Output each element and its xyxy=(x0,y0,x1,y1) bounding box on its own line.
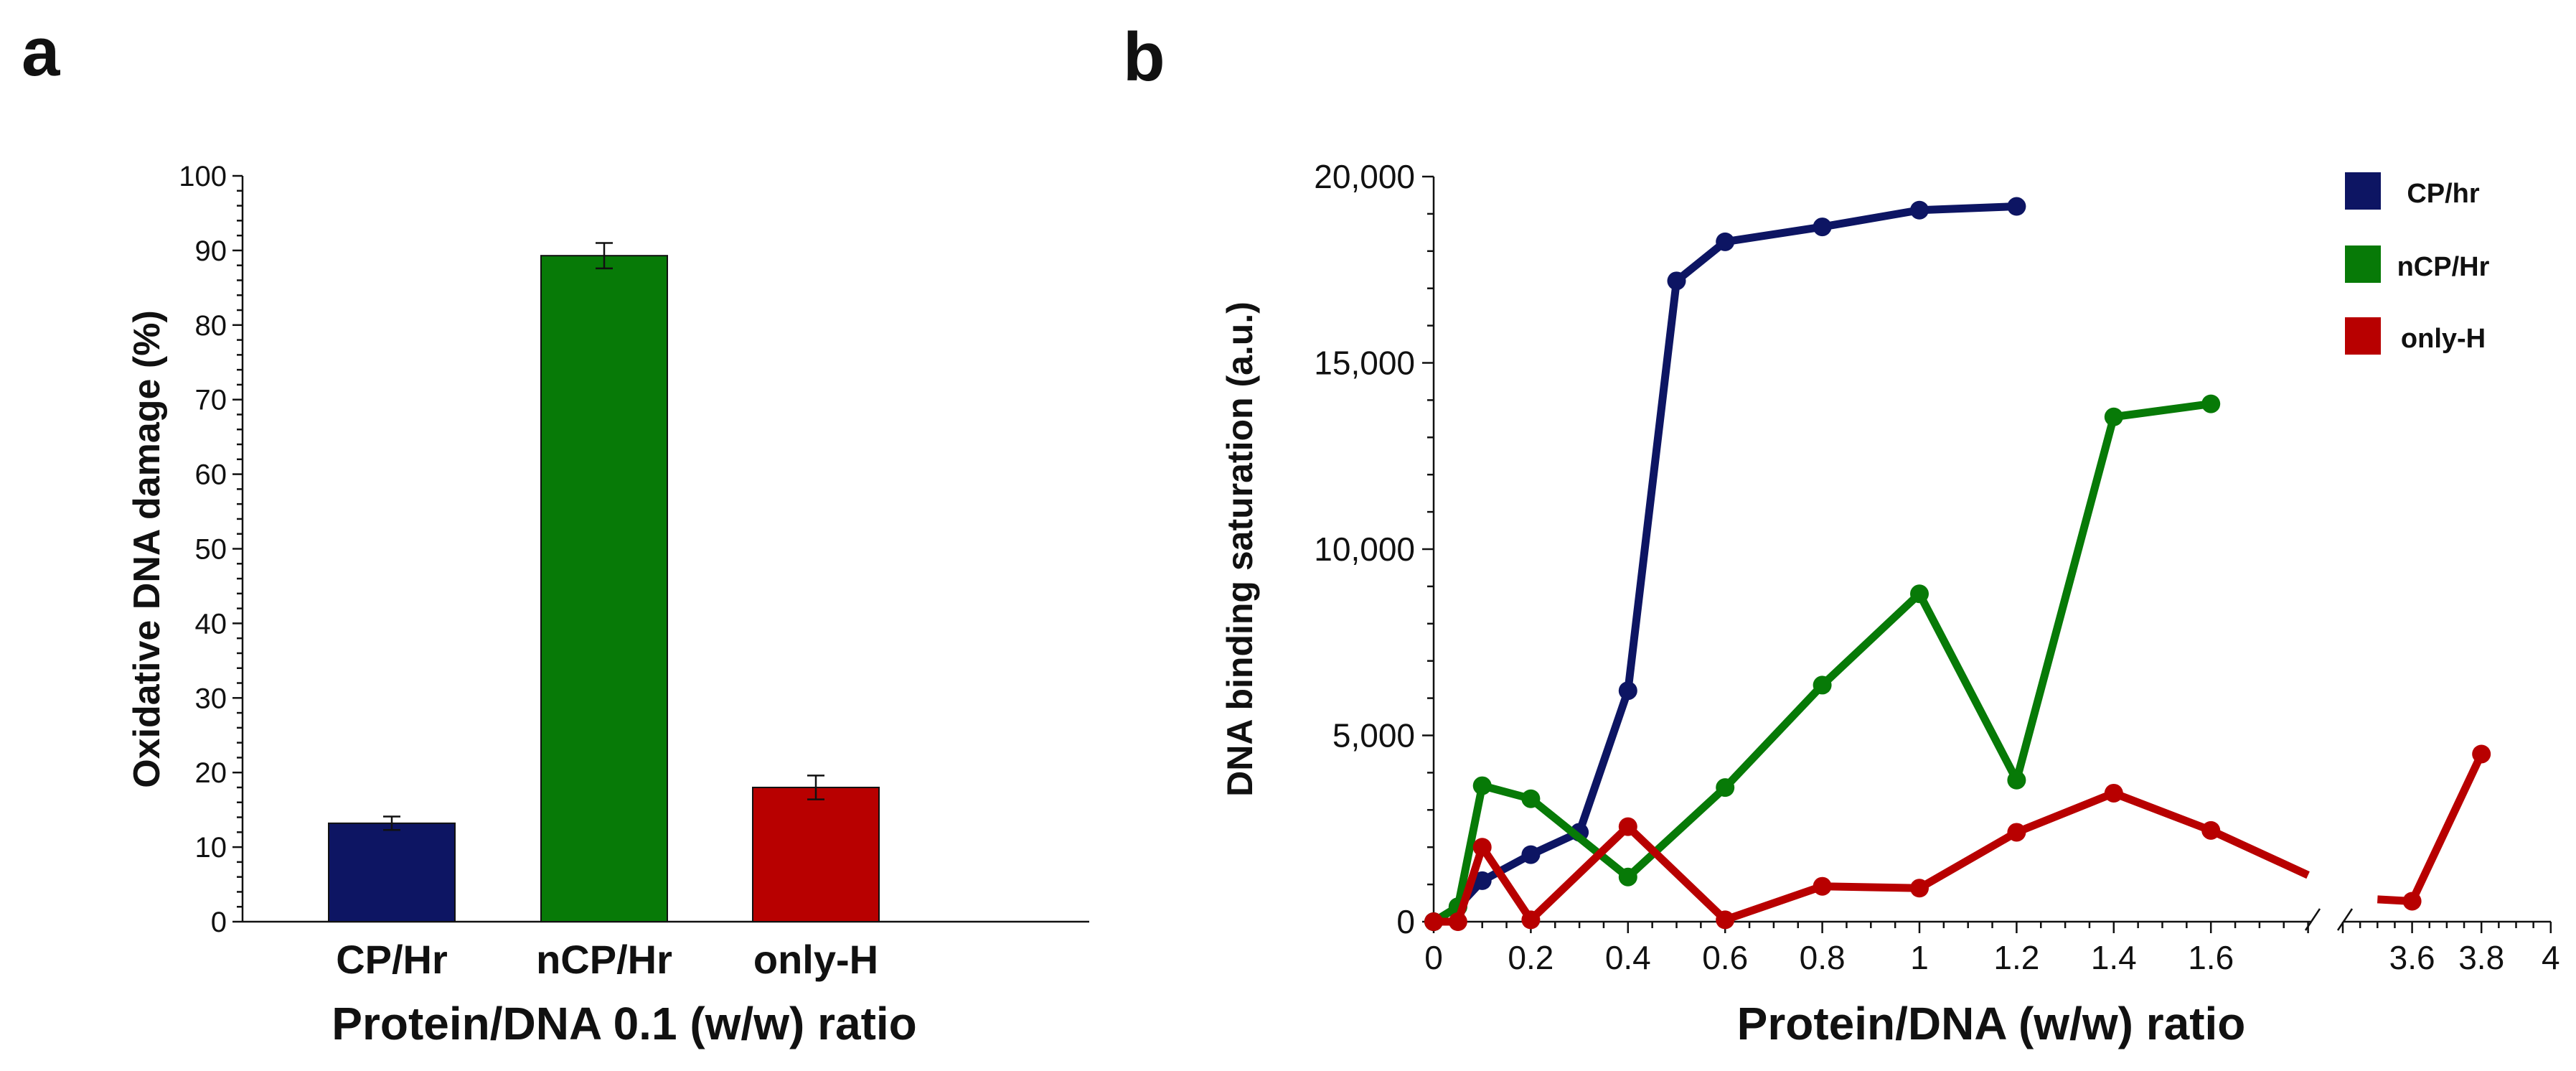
y-tick-label: 0 xyxy=(211,907,227,938)
y-tick-label: 20 xyxy=(195,757,227,789)
data-point-only-H xyxy=(2472,744,2491,764)
legend: CP/hr nCP/Hr only-H xyxy=(2345,172,2490,355)
y-tick-label: 20,000 xyxy=(1314,158,1415,195)
panel-b-letter: b xyxy=(1123,19,1165,95)
category-label: only-H xyxy=(753,937,878,982)
data-point-only-H xyxy=(1910,879,1929,898)
y-tick-label: 0 xyxy=(1396,903,1415,940)
x-tick-label: 1.4 xyxy=(2091,939,2137,976)
x-tick-label: 0 xyxy=(1424,939,1443,976)
y-tick-label: 10,000 xyxy=(1314,530,1415,568)
data-point-only-H xyxy=(1424,912,1443,931)
data-point-nCP/Hr xyxy=(1521,789,1541,808)
data-point-CP/hr xyxy=(1521,845,1541,864)
y-tick-label: 100 xyxy=(179,161,227,192)
y-tick-label: 30 xyxy=(195,683,227,714)
legend-swatch-nCP/Hr xyxy=(2345,245,2381,283)
legend-label: only-H xyxy=(2401,324,2486,354)
data-point-only-H xyxy=(1521,910,1541,930)
legend-swatch-CP/hr xyxy=(2345,172,2381,210)
category-label: nCP/Hr xyxy=(536,937,672,982)
legend-label: nCP/Hr xyxy=(2397,252,2490,282)
data-point-only-H xyxy=(1448,912,1467,931)
panel-a-letter: a xyxy=(22,14,60,90)
x-tick-label: 1.2 xyxy=(1993,939,2039,976)
series-line-only-H xyxy=(1434,789,2310,926)
x-tick-label: 0.6 xyxy=(1702,939,1748,976)
x-tick-label: 1.6 xyxy=(2188,939,2234,976)
x-tick-label: 3.8 xyxy=(2458,939,2504,976)
y-tick-label: 15,000 xyxy=(1314,345,1415,382)
bar-only-H xyxy=(752,786,880,922)
panel-a-y-axis-label: Oxidative DNA damage (%) xyxy=(126,310,168,788)
y-tick-label: 80 xyxy=(195,310,227,342)
legend-swatch-only-H xyxy=(2345,317,2381,355)
panel-b-y-axis-label: DNA binding saturation (a.u.) xyxy=(1220,301,1260,797)
y-tick-label: 60 xyxy=(195,459,227,491)
axis-break-mark-right xyxy=(2336,908,2354,931)
data-point-nCP/Hr xyxy=(1716,778,1735,798)
data-point-only-H xyxy=(2104,783,2123,803)
legend-label: CP/hr xyxy=(2407,179,2480,209)
y-tick-label: 5,000 xyxy=(1332,717,1415,754)
data-point-nCP/Hr xyxy=(2104,407,2123,426)
x-tick-label: 4 xyxy=(2542,939,2560,976)
y-tick-label: 10 xyxy=(195,832,227,864)
line-chart-panel-b: 0 5,000 10,000 15,000 20,000 0 0.2 0.4 0.6 0.8 1 1.… xyxy=(1220,158,2560,1049)
bar-CP/Hr xyxy=(328,822,456,923)
data-point-CP/hr xyxy=(1667,271,1686,291)
y-tick-label: 50 xyxy=(195,534,227,566)
bar-nCP/Hr xyxy=(540,255,668,923)
data-point-CP/hr xyxy=(1813,218,1832,237)
panel-b-x-axis-label: Protein/DNA (w/w) ratio xyxy=(1737,998,2246,1049)
data-point-CP/hr xyxy=(2007,197,2026,216)
series-line-CP/hr xyxy=(1432,202,2017,925)
x-tick-label: 1 xyxy=(1910,939,1929,976)
y-tick-label: 90 xyxy=(195,235,227,267)
bar-chart-panel-a: 0 10 20 30 40 50 60 70 80 90 100 CP/Hr nCP/Hr only-H… xyxy=(126,161,1089,1049)
data-point-only-H xyxy=(1813,876,1832,896)
data-point-only-H xyxy=(1716,910,1735,930)
x-tick-label: 0.8 xyxy=(1800,939,1846,976)
data-point-CP/hr xyxy=(1716,232,1735,251)
category-label: CP/Hr xyxy=(336,937,448,982)
data-point-only-H xyxy=(1472,838,1492,857)
x-tick-label: 3.6 xyxy=(2389,939,2435,976)
data-point-only-H xyxy=(2007,823,2026,842)
data-point-nCP/Hr xyxy=(1910,584,1929,604)
data-point-only-H xyxy=(2402,892,2422,911)
series-line-only-H-after-break xyxy=(2377,752,2486,905)
data-point-nCP/Hr xyxy=(1813,675,1832,695)
data-point-CP/hr xyxy=(1472,871,1492,890)
panel-a-x-axis-label: Protein/DNA 0.1 (w/w) ratio xyxy=(332,998,917,1049)
data-point-nCP/Hr xyxy=(2007,770,2026,790)
data-point-nCP/Hr xyxy=(2201,394,2221,413)
data-point-only-H xyxy=(1618,817,1637,836)
x-tick-label: 0.2 xyxy=(1508,939,1553,976)
data-point-nCP/Hr xyxy=(1472,776,1492,795)
x-tick-label: 0.4 xyxy=(1605,939,1651,976)
y-tick-label: 70 xyxy=(195,385,227,416)
data-point-CP/hr xyxy=(1910,200,1929,220)
y-tick-label: 40 xyxy=(195,608,227,640)
data-point-CP/hr xyxy=(1618,681,1637,701)
data-point-only-H xyxy=(2201,820,2221,840)
data-point-nCP/Hr xyxy=(1618,867,1637,887)
